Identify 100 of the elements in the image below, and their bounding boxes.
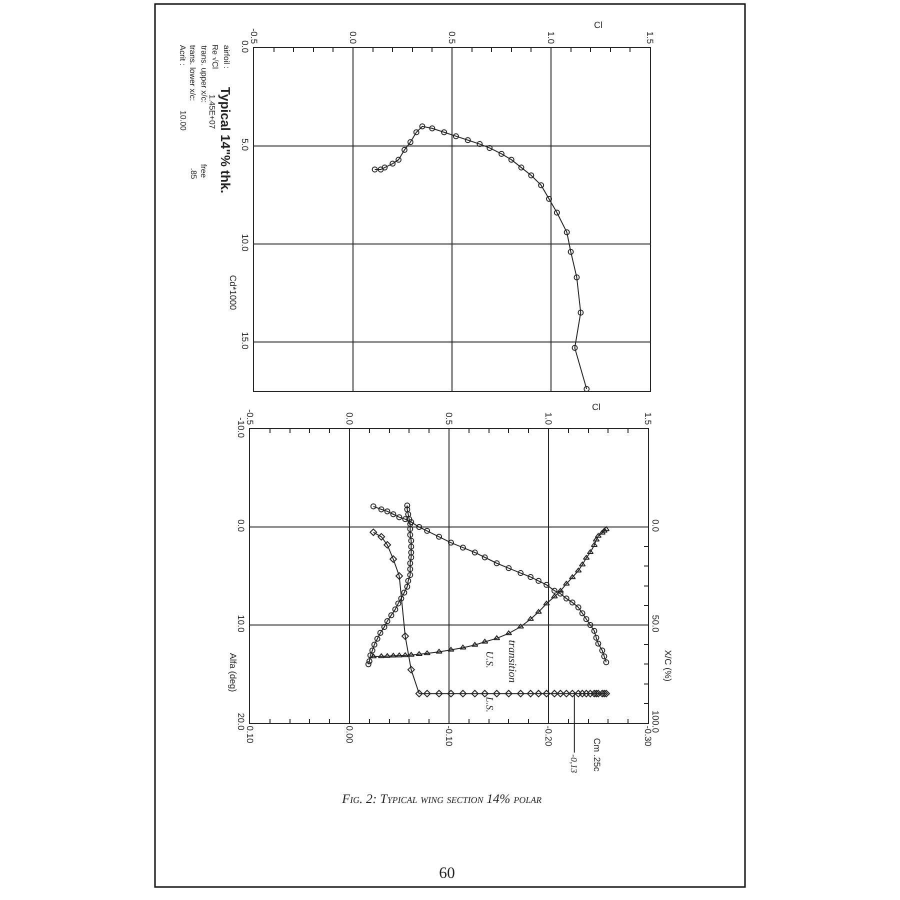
point [582, 690, 590, 698]
point [435, 690, 443, 698]
point [447, 690, 455, 698]
x2-axis-title: Cm .25c [592, 738, 602, 772]
point [504, 690, 512, 698]
point [602, 690, 610, 698]
y-axis-title: Alfa (deg) [228, 653, 238, 692]
x2-tick-label: 0.10 [245, 726, 256, 744]
point [601, 653, 608, 660]
point [370, 528, 378, 536]
point [587, 622, 594, 628]
point [464, 137, 471, 144]
point [459, 690, 467, 698]
point [472, 549, 478, 556]
point [419, 123, 426, 130]
x2-tick-label: -0.20 [544, 726, 554, 746]
point [556, 690, 564, 698]
text: .85 [189, 168, 198, 180]
point [401, 632, 409, 640]
y-tick-label: 0.0 [240, 40, 250, 53]
point [372, 166, 378, 173]
point [370, 503, 376, 510]
point [534, 690, 542, 698]
point [378, 533, 386, 541]
point [551, 588, 558, 594]
x-tick-label: 0.5 [447, 31, 458, 44]
y2-tick-label: 50.0 [650, 614, 661, 632]
x-tick-label: 1.0 [544, 412, 554, 425]
point [460, 644, 466, 650]
y2-axis-title: X/C (%) [663, 650, 673, 682]
point [586, 549, 594, 554]
text: free [199, 164, 208, 178]
x-tick-label: 1.5 [643, 412, 654, 425]
point [396, 156, 402, 163]
point [557, 588, 564, 593]
point [600, 690, 608, 698]
y-tick-label: -10.0 [236, 417, 246, 438]
point [572, 344, 578, 351]
point [592, 690, 600, 698]
point [390, 555, 398, 563]
point [415, 690, 423, 698]
point [557, 590, 564, 597]
point [583, 616, 590, 622]
text: trans. upper x/c: [200, 46, 208, 103]
point [493, 690, 501, 698]
text: trans. lower x/c: [188, 45, 197, 102]
point [527, 616, 534, 621]
text: 1.45E+07 [208, 94, 216, 130]
point [407, 666, 415, 674]
y-axis-title: Cd*1000 [228, 275, 238, 310]
point [563, 596, 570, 602]
point [602, 526, 610, 532]
point [424, 528, 430, 534]
y2-tick-label: 100.0 [650, 710, 661, 733]
point [471, 642, 478, 647]
point [578, 310, 584, 316]
point [476, 141, 483, 148]
point [460, 544, 466, 551]
point [516, 690, 524, 698]
text: 60 [439, 865, 455, 882]
point [506, 565, 512, 572]
point [482, 554, 488, 560]
point [481, 690, 489, 698]
point [481, 638, 488, 644]
point [603, 659, 610, 666]
point [498, 150, 504, 157]
caption: Fig. 2: Typical wing section 14% polar [341, 791, 542, 806]
point [436, 648, 442, 654]
point [563, 580, 570, 586]
annotation: transition [506, 640, 518, 684]
point [505, 630, 512, 636]
annotation: -0,13 [568, 754, 579, 774]
text: 10.00 [178, 110, 188, 132]
point [486, 144, 493, 151]
x-axis-title: Cl [594, 20, 602, 30]
point [542, 690, 550, 698]
point [471, 690, 479, 698]
point [441, 129, 448, 136]
point [436, 534, 442, 540]
point [599, 647, 606, 654]
point [538, 182, 544, 188]
point [598, 690, 606, 698]
point [568, 248, 574, 255]
point [390, 160, 396, 167]
point [517, 624, 524, 629]
point [384, 508, 390, 514]
point [407, 139, 414, 146]
point [568, 574, 576, 580]
y-tick-label: 10.0 [240, 234, 250, 252]
point [494, 560, 500, 566]
point [528, 574, 534, 580]
point [595, 640, 602, 647]
point [575, 604, 582, 610]
point [543, 600, 550, 606]
text: L.S. [483, 696, 494, 712]
point [382, 164, 388, 171]
x2-tick-label: -0.30 [643, 726, 654, 746]
point [396, 572, 403, 580]
y-tick-label: 15.0 [240, 332, 250, 350]
point [544, 582, 550, 588]
